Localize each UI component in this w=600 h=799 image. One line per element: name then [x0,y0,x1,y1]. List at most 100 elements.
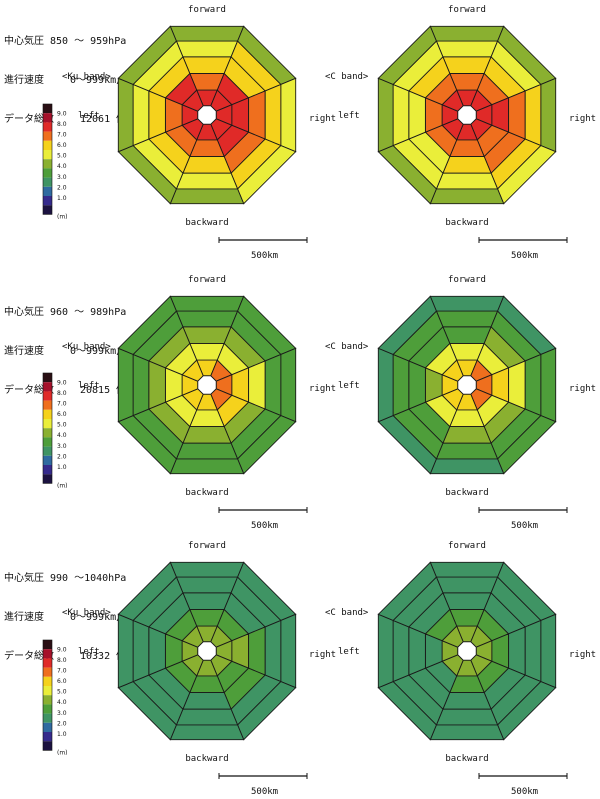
cell-backward-ring-4 [175,172,239,190]
legend-tick-label: 9.0 [57,646,67,653]
cell-left-ring-5 [377,347,394,423]
eye-center [197,375,217,395]
legend-swatch [43,122,52,132]
legend-tick-label: 8.0 [57,121,67,128]
legend-swatch [43,382,52,392]
cell-forward-ring-3 [182,56,232,74]
legend-tick-label: 6.0 [57,411,67,418]
color-legend-1: 9.0 8.0 7.0 6.0 5.0 4.0 3.0 2.0 1.0 (m) [42,103,68,220]
cell-right-ring-4 [524,83,542,147]
eye-center [457,375,477,395]
legend-tick-label: 3.0 [57,443,67,450]
speed-row-1: 進行速度 0～999km/h [4,74,128,87]
cell-forward-ring-5 [169,25,245,42]
cell-right-ring-3 [248,360,266,410]
cell-left-ring-3 [408,626,426,676]
cell-right-ring-3 [508,90,526,140]
cell-left-ring-3 [148,360,166,410]
label-forward: forward [188,275,226,285]
pressure-range-1: 中心気圧 850 ～ 959hPa [4,36,127,47]
cell-right-ring-5 [280,77,297,153]
label-left: left [78,381,100,391]
cell-forward-ring-3 [442,592,492,610]
cell-forward-left-ring-5 [377,25,437,85]
cell-backward-ring-5 [169,724,245,741]
label-backward: backward [445,218,488,228]
cell-left-ring-3 [408,360,426,410]
legend-swatch [43,419,52,429]
legend-tick-label: 4.0 [57,432,67,439]
cell-backward-ring-5 [169,458,245,475]
cell-left-ring-4 [132,353,150,417]
cell-right-ring-5 [280,347,297,423]
legend-tick-label: 6.0 [57,678,67,685]
legend-swatch [43,113,52,123]
cell-left-ring-4 [132,619,150,683]
cell-left-ring-3 [148,626,166,676]
cell-left-ring-5 [377,613,394,689]
cell-right-ring-5 [540,613,557,689]
legend-swatch [43,649,52,659]
legend-swatch [43,131,52,141]
legend-tick-label: 6.0 [57,142,67,149]
label-right: right [569,650,596,660]
legend-swatch [43,140,52,150]
legend-swatch [43,177,52,187]
label-left: left [338,111,360,121]
speed-label-2: 進行速度 [4,346,44,357]
cell-left-ring-3 [148,90,166,140]
label-right: right [569,114,596,124]
legend-swatch [43,205,52,215]
legend-tick-label: 7.0 [57,667,67,674]
cell-left-ring-4 [392,619,410,683]
cell-backward-ring-3 [182,156,232,174]
cell-backward-ring-3 [182,692,232,710]
octagon-chart-1 [117,25,308,243]
cell-forward-ring-4 [435,576,499,594]
band-label: <Ku band> [62,608,111,618]
legend-swatch [43,104,52,114]
legend-swatch [43,704,52,714]
cell-left-ring-5 [117,347,134,423]
color-legend-2: 9.0 8.0 7.0 6.0 5.0 4.0 3.0 2.0 1.0 (m) [42,372,68,489]
legend-swatch [43,465,52,475]
legend-tick-label: 4.0 [57,699,67,706]
cell-forward-ring-3 [182,326,232,344]
cell-forward-ring-5 [429,561,505,578]
legend-swatch [43,686,52,696]
legend-frame [42,103,53,215]
cell-forward-ring-4 [175,40,239,58]
cell-right-ring-3 [508,626,526,676]
cell-backward-ring-5 [169,188,245,205]
legend-tick-label: 5.0 [57,153,67,160]
legend-swatch [43,391,52,401]
legend-swatch [43,186,52,196]
legend-frame [42,372,53,484]
cell-forward-ring-5 [169,295,245,312]
legend-tick-label: 2.0 [57,184,67,191]
legend-swatch [43,667,52,677]
legend-swatch [43,741,52,751]
label-left: left [338,647,360,657]
legend-swatch [43,196,52,206]
cell-backward-ring-4 [435,442,499,460]
cell-backward-ring-4 [435,708,499,726]
label-left: left [78,647,100,657]
cell-backward-ring-3 [182,426,232,444]
legend-swatch [43,640,52,650]
pressure-range-3: 中心気圧 990 ～1040hPa [4,573,127,584]
cell-backward-ring-4 [175,708,239,726]
legend-unit: (m) [57,482,68,489]
cell-forward-ring-3 [182,592,232,610]
legend-swatch [43,474,52,484]
cell-backward-ring-4 [435,172,499,190]
cell-forward-ring-5 [429,25,505,42]
cell-forward-ring-5 [169,561,245,578]
legend-swatch [43,159,52,169]
octagon-chart-2 [377,25,568,243]
legend-tick-label: 5.0 [57,689,67,696]
pressure-range-2: 中心気圧 960 ～ 989hPa [4,307,127,318]
count-label-1: データ総数 [4,114,54,125]
cell-forward-ring-3 [442,326,492,344]
